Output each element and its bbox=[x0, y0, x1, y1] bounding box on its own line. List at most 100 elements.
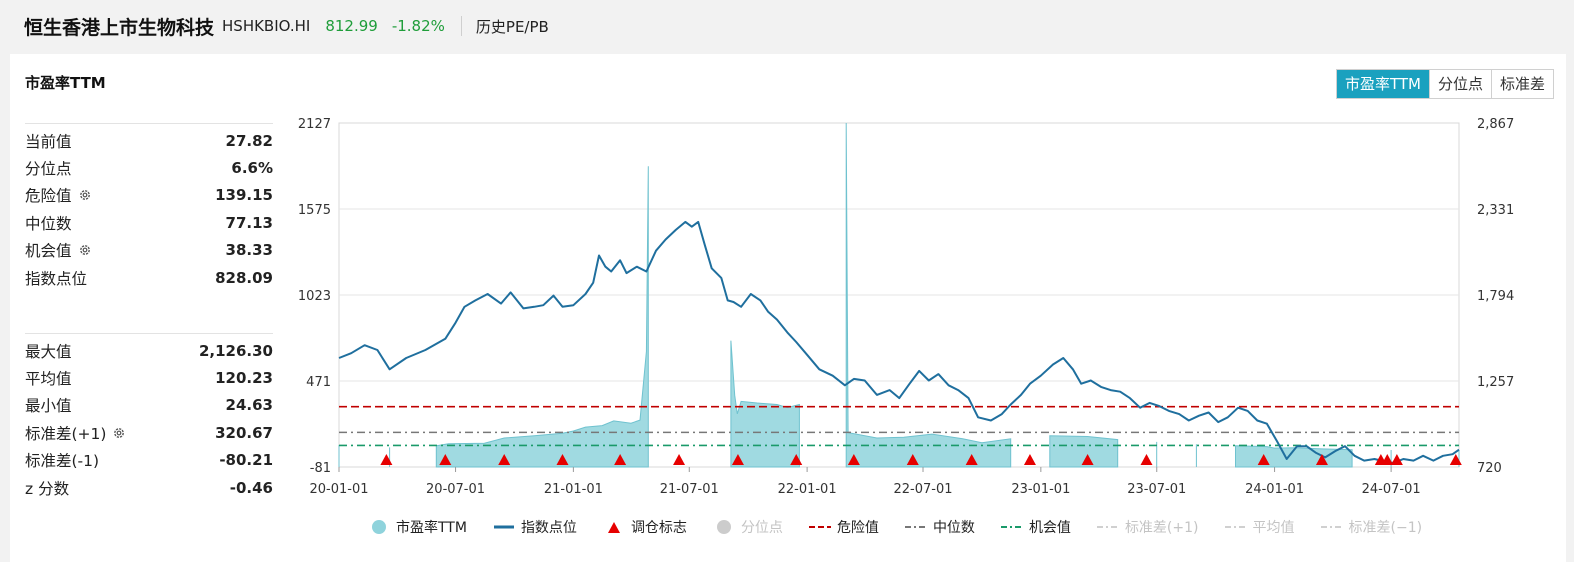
legend-label: 中位数 bbox=[932, 520, 975, 536]
history-pe-pb-tab[interactable]: 历史PE/PB bbox=[475, 17, 549, 36]
stat-value: 139.15 bbox=[215, 186, 273, 205]
settings-gear-icon[interactable] bbox=[112, 426, 126, 440]
legend-item[interactable]: 指数点位 bbox=[493, 517, 577, 537]
stat-label: 最小值 bbox=[25, 394, 72, 416]
stat-label-text: 指数点位 bbox=[25, 269, 88, 288]
stat-label: z 分数 bbox=[25, 477, 69, 499]
stat-value: -80.21 bbox=[219, 451, 273, 470]
stat-label-text: 机会值 bbox=[25, 242, 72, 261]
stat-row: 标准差(-1) -80.21 bbox=[25, 447, 273, 474]
panel-title: 市盈率TTM bbox=[25, 74, 106, 92]
y-right-tick-label: 720 bbox=[1477, 461, 1502, 476]
y-right-tick-label: 2,331 bbox=[1477, 203, 1514, 218]
stat-value: 38.33 bbox=[225, 241, 273, 260]
legend-label: 标准差(−1) bbox=[1348, 520, 1423, 536]
stat-row: 当前值 27.82 bbox=[25, 127, 273, 154]
legend-circle-icon bbox=[713, 520, 735, 534]
stat-label: 平均值 bbox=[25, 367, 72, 389]
index-line-series bbox=[338, 220, 1460, 464]
rebalance-marker bbox=[1081, 454, 1094, 465]
rebalance-marker bbox=[1449, 454, 1462, 465]
rebalance-marker bbox=[847, 454, 860, 465]
legend-label: 危险值 bbox=[836, 520, 879, 536]
stat-label-text: 最小值 bbox=[25, 397, 72, 416]
stat-label: 指数点位 bbox=[25, 267, 87, 289]
stat-value: -0.46 bbox=[229, 478, 273, 497]
legend-item[interactable]: 标准差(+1) bbox=[1096, 517, 1199, 537]
stat-value: 77.13 bbox=[225, 213, 273, 232]
reference-lines bbox=[339, 405, 1459, 447]
pe-area-series bbox=[338, 122, 1460, 468]
x-tick-label: 23-07-01 bbox=[1127, 482, 1186, 497]
legend-label: 标准差(+1) bbox=[1124, 520, 1199, 536]
stat-row: 标准差(+1) 320.67 bbox=[25, 419, 273, 446]
rebalance-markers bbox=[380, 454, 1462, 465]
legend-label: 市盈率TTM bbox=[396, 520, 467, 536]
stat-label: 当前值 bbox=[25, 130, 72, 152]
stat-row: 平均值 120.23 bbox=[25, 364, 273, 391]
stat-row: 中位数 77.13 bbox=[25, 209, 273, 236]
stat-row: 分位点 6.6% bbox=[25, 154, 273, 181]
stat-value: 2,126.30 bbox=[198, 341, 273, 360]
pe-area-segment bbox=[1049, 435, 1119, 468]
stat-value: 27.82 bbox=[225, 131, 273, 150]
stat-row: 危险值 139.15 bbox=[25, 182, 273, 209]
legend-item[interactable]: 平均值 bbox=[1224, 517, 1295, 537]
legend-item[interactable]: 市盈率TTM bbox=[368, 517, 467, 537]
metric-tabs: 市盈率TTM 分位点 标准差 bbox=[1335, 69, 1554, 99]
rebalance-marker bbox=[906, 454, 919, 465]
stats-history: 最大值 2,126.30 平均值 120.23 最小值 24.63 标准差(+1) 320.6… bbox=[25, 333, 273, 501]
tab-pe-ttm[interactable]: 市盈率TTM bbox=[1336, 70, 1429, 98]
y-left-tick-label: 1575 bbox=[298, 203, 331, 218]
chart-panel: 市盈率TTM 市盈率TTM 分位点 标准差 当前值 27.82 分位点 6.6% 危险值… bbox=[10, 54, 1566, 562]
y-left-tick-label: 471 bbox=[306, 375, 331, 390]
y-left-tick-label: 1023 bbox=[298, 289, 331, 304]
legend-item[interactable]: 分位点 bbox=[713, 517, 783, 537]
x-tick-label: 24-07-01 bbox=[1362, 482, 1421, 497]
legend-dash-icon bbox=[808, 520, 831, 534]
stat-label: 中位数 bbox=[25, 212, 72, 234]
rebalance-marker bbox=[1381, 454, 1394, 465]
legend-label: 分位点 bbox=[740, 520, 783, 536]
index-price: 812.99 bbox=[325, 17, 378, 35]
legend-dashdot-icon bbox=[904, 520, 927, 534]
index-name: 恒生香港上市生物科技 bbox=[24, 16, 215, 39]
rebalance-marker bbox=[1140, 454, 1153, 465]
y-right-tick-label: 1,794 bbox=[1477, 289, 1514, 304]
axes: 2127 1575 1023 471 -81 2,867 2,331 1,794 1,257 72… bbox=[298, 117, 1514, 497]
divider bbox=[460, 16, 462, 36]
stat-label-text: 标准差(-1) bbox=[25, 452, 100, 471]
stat-label-text: z 分数 bbox=[25, 479, 70, 498]
legend-item[interactable]: 危险值 bbox=[808, 517, 879, 537]
rebalance-marker bbox=[439, 454, 452, 465]
legend-item[interactable]: 中位数 bbox=[904, 517, 975, 537]
legend-item[interactable]: 调仓标志 bbox=[603, 517, 687, 537]
index-line bbox=[338, 220, 1460, 464]
rebalance-marker bbox=[1390, 454, 1403, 465]
settings-gear-icon[interactable] bbox=[78, 243, 92, 257]
legend-triangle-icon bbox=[603, 520, 625, 534]
legend-item[interactable]: 机会值 bbox=[1000, 517, 1071, 537]
legend-item[interactable]: 标准差(−1) bbox=[1320, 517, 1423, 537]
stats-current: 当前值 27.82 分位点 6.6% 危险值 139.15 中位数 77.13 机会值 38.33… bbox=[25, 123, 273, 291]
tab-percentile[interactable]: 分位点 bbox=[1428, 70, 1491, 98]
legend-label: 指数点位 bbox=[520, 520, 577, 536]
stat-label: 危险值 bbox=[25, 184, 92, 206]
stat-label-text: 危险值 bbox=[25, 187, 72, 206]
pe-area-segment bbox=[730, 340, 800, 468]
stat-label-text: 分位点 bbox=[25, 160, 72, 179]
tab-std-dev[interactable]: 标准差 bbox=[1490, 70, 1553, 98]
stat-label-text: 平均值 bbox=[25, 370, 72, 389]
top-bar: 恒生香港上市生物科技 HSHKBIO.HI 812.99 -1.82% 历史PE… bbox=[0, 0, 1574, 52]
legend-dashdot-icon bbox=[1096, 520, 1119, 534]
stat-value: 120.23 bbox=[215, 369, 273, 388]
settings-gear-icon[interactable] bbox=[78, 188, 92, 202]
legend-dashdot-icon bbox=[1320, 520, 1343, 534]
rebalance-marker bbox=[790, 454, 803, 465]
stat-row: z 分数 -0.46 bbox=[25, 474, 273, 501]
rebalance-marker bbox=[380, 454, 393, 465]
rebalance-marker bbox=[673, 454, 686, 465]
legend-dashdot-icon bbox=[1000, 520, 1023, 534]
x-tick-label: 22-07-01 bbox=[894, 482, 953, 497]
stat-value: 24.63 bbox=[225, 396, 273, 415]
